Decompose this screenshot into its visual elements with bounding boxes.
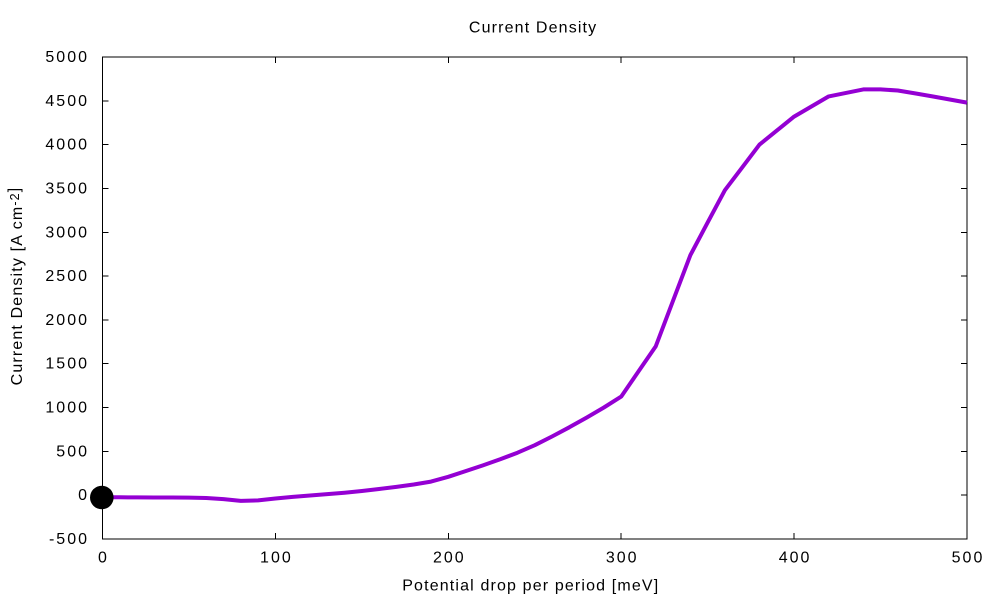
svg-text:5000: 5000	[45, 49, 89, 66]
svg-text:1500: 1500	[45, 356, 89, 373]
svg-text:500: 500	[952, 550, 985, 567]
svg-text:400: 400	[779, 550, 812, 567]
svg-text:Potential drop per period [meV: Potential drop per period [meV]	[402, 577, 659, 594]
svg-text:300: 300	[606, 550, 639, 567]
svg-text:100: 100	[260, 550, 293, 567]
svg-text:2000: 2000	[45, 312, 89, 329]
svg-text:0: 0	[78, 487, 89, 504]
svg-text:500: 500	[56, 443, 89, 460]
svg-text:-500: -500	[49, 531, 89, 548]
svg-text:3500: 3500	[45, 181, 89, 198]
svg-text:1000: 1000	[45, 400, 89, 417]
svg-text:4500: 4500	[45, 93, 89, 110]
svg-text:3000: 3000	[45, 224, 89, 241]
svg-text:200: 200	[433, 550, 466, 567]
svg-text:Current Density: Current Density	[469, 20, 597, 37]
svg-text:Current Density [A cm-2]: Current Density [A cm-2]	[6, 187, 26, 386]
svg-text:0: 0	[98, 550, 109, 567]
svg-text:2500: 2500	[45, 268, 89, 285]
svg-text:4000: 4000	[45, 137, 89, 154]
